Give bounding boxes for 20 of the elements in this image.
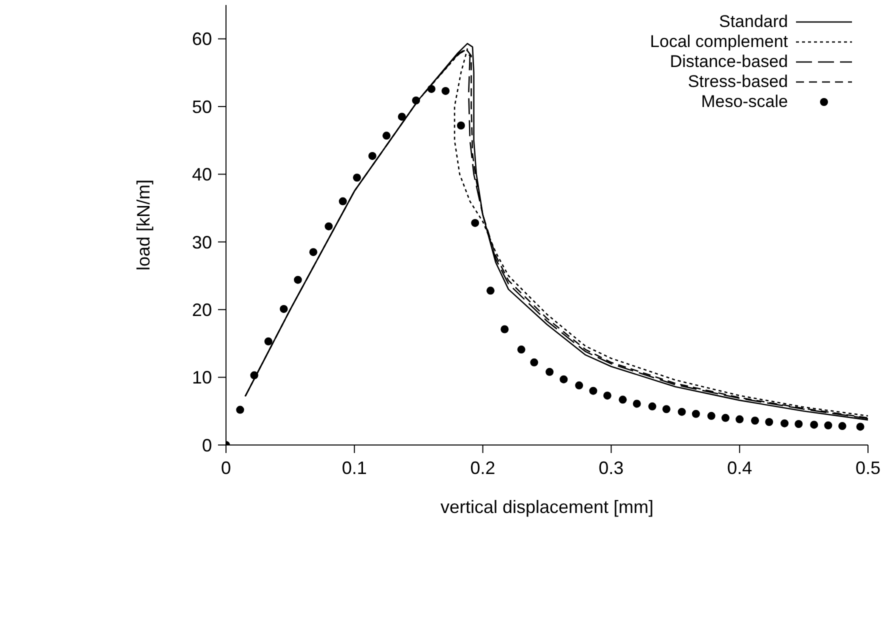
legend-label: Stress-based [688, 72, 788, 92]
x-tick-label: 0.5 [855, 458, 881, 478]
x-axis-title: vertical displacement [mm] [440, 497, 654, 517]
legend-label: Standard [719, 12, 788, 32]
legend-label: Local complement [650, 32, 788, 52]
y-tick-label: 10 [192, 368, 212, 388]
legend-label: Distance-based [670, 52, 788, 72]
x-tick-label: 0 [220, 458, 232, 478]
y-tick-label: 20 [192, 300, 212, 320]
y-tick-label: 60 [192, 29, 212, 50]
legend-label: Meso-scale [701, 92, 788, 112]
y-tick-label: 0 [202, 435, 212, 456]
x-tick-label: 0.3 [598, 458, 624, 478]
y-tick-label: 40 [192, 164, 212, 185]
x-tick-label: 0.1 [342, 458, 367, 478]
x-tick-label: 0.4 [727, 458, 752, 478]
y-tick-label: 30 [192, 232, 212, 252]
y-tick-label: 50 [192, 96, 212, 117]
x-tick-label: 0.2 [470, 458, 496, 478]
y-axis-title: load [kN/m] [133, 179, 154, 271]
